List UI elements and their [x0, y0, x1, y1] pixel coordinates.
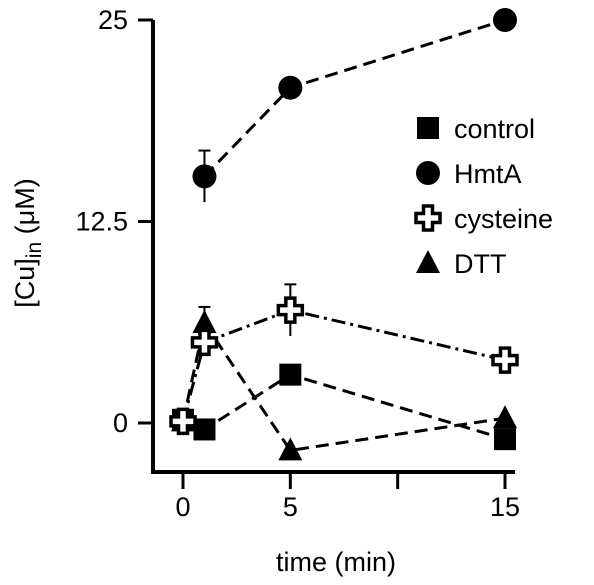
data-point-control — [494, 428, 516, 451]
legend-marker-control — [417, 117, 439, 139]
legend-marker-dtt — [416, 250, 440, 273]
legend-label-hmta: HmtA — [454, 159, 522, 189]
data-point-control — [279, 363, 302, 386]
legend-marker-cysteine — [414, 204, 442, 232]
x-tick-label: 15 — [490, 492, 520, 522]
data-markers — [169, 8, 519, 461]
data-point-dtt — [278, 437, 303, 461]
y-tick-label: 25 — [98, 5, 128, 35]
data-point-dtt — [192, 310, 217, 334]
y-axis-title-main: [Cu] — [10, 258, 40, 308]
y-axis-title: [Cu]in (μM) — [10, 178, 46, 307]
data-point-dtt — [493, 405, 517, 429]
series-line-cysteine — [181, 308, 506, 422]
legend-marker-hmta — [416, 161, 440, 185]
data-point-cysteine — [190, 328, 219, 357]
legend-label-control: control — [454, 114, 535, 144]
y-axis-title-subscript: in — [23, 242, 46, 258]
x-tick-label: 5 — [283, 492, 298, 522]
series-line-hmta — [203, 18, 506, 178]
x-tick-label: 0 — [175, 492, 190, 522]
data-point-hmta — [278, 75, 303, 100]
data-point-cysteine — [276, 296, 305, 324]
x-axis-title: time (min) — [276, 547, 396, 577]
data-point-hmta — [493, 8, 517, 32]
data-point-hmta — [192, 164, 217, 189]
series-line-dtt — [181, 319, 506, 453]
data-point-cysteine — [169, 407, 197, 436]
data-point-cysteine — [491, 346, 519, 374]
y-tick-label: 0 — [113, 408, 128, 438]
legend: control HmtA cysteine DTT — [414, 114, 553, 279]
axes — [151, 20, 515, 474]
tick-labels: 0 12.5 25 0 5 15 — [75, 5, 520, 522]
legend-label-cysteine: cysteine — [454, 204, 553, 234]
ticks — [138, 18, 507, 489]
y-tick-label: 12.5 — [75, 207, 128, 237]
series-lines — [181, 18, 506, 453]
legend-label-dtt: DTT — [454, 249, 506, 279]
data-point-control — [193, 418, 216, 441]
series-line-control — [182, 373, 506, 441]
y-axis-title-unit: (μM) — [10, 178, 40, 242]
